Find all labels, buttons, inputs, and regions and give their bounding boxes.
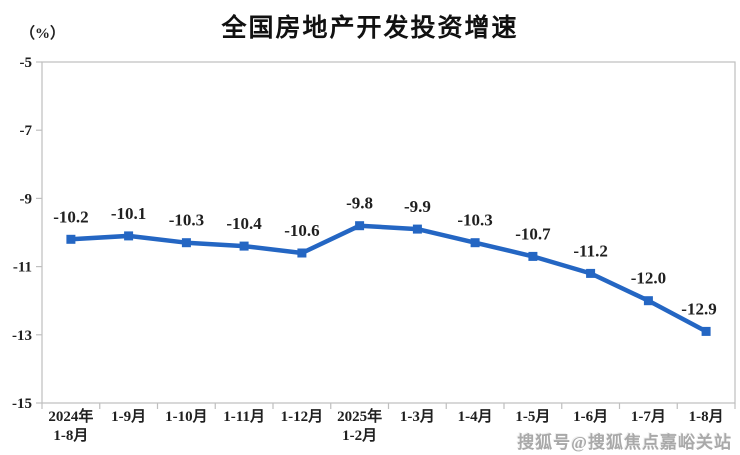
- data-point-marker: [643, 296, 653, 306]
- x-tick-label: 1-6月: [573, 408, 608, 425]
- x-tick-label: 2025年 1-2月: [337, 407, 382, 444]
- x-tick-label: 1-3月: [400, 408, 435, 425]
- data-label: -10.7: [515, 224, 551, 243]
- x-tick-label: 1-8月: [689, 408, 724, 425]
- watermark: 搜狐号@搜狐焦点嘉峪关站: [517, 433, 732, 452]
- y-tick-label: -5: [20, 55, 33, 71]
- data-point-marker: [470, 238, 480, 248]
- data-point-marker: [701, 326, 711, 336]
- data-label: -10.3: [169, 211, 204, 230]
- data-label: -11.2: [573, 241, 607, 260]
- data-point-marker: [586, 268, 596, 278]
- data-label: -12.0: [631, 269, 666, 288]
- series-line: [68, 223, 709, 334]
- data-point-marker: [239, 241, 249, 251]
- y-tick-label: -11: [13, 260, 32, 276]
- y-tick-label: -7: [20, 123, 33, 139]
- data-point-marker: [66, 234, 76, 244]
- data-label: -10.1: [111, 204, 146, 223]
- data-point-marker: [297, 248, 307, 258]
- x-tick-label: 1-10月: [165, 408, 208, 425]
- data-point-marker: [181, 238, 191, 248]
- x-tick-label: 1-4月: [458, 408, 493, 425]
- data-label: -10.3: [457, 211, 492, 230]
- x-tick-label: 1-7月: [631, 408, 666, 425]
- x-tick-label: 1-9月: [111, 408, 146, 425]
- y-tick-label: -15: [12, 396, 32, 412]
- data-label: -9.8: [346, 194, 373, 213]
- data-label: -9.9: [404, 197, 431, 216]
- data-label: -10.4: [226, 214, 262, 233]
- data-label: -10.2: [53, 207, 88, 226]
- data-point-marker: [355, 221, 365, 231]
- data-point-marker: [412, 224, 422, 234]
- data-label: -12.9: [681, 299, 716, 318]
- y-axis-unit-label: （%）: [20, 26, 66, 42]
- chart-title: 全国房地产开发投资增速: [221, 14, 519, 42]
- data-label: -10.6: [284, 221, 319, 240]
- plot-border: [41, 61, 736, 404]
- y-tick-label: -13: [12, 328, 32, 344]
- data-point-marker: [528, 251, 538, 261]
- x-tick-label: 1-11月: [223, 408, 265, 425]
- x-tick-label: 2024年 1-8月: [48, 407, 93, 444]
- y-tick-label: -9: [20, 191, 33, 207]
- data-point-marker: [124, 231, 134, 241]
- x-tick-label: 1-5月: [515, 408, 550, 425]
- x-tick-label: 1-12月: [281, 408, 324, 425]
